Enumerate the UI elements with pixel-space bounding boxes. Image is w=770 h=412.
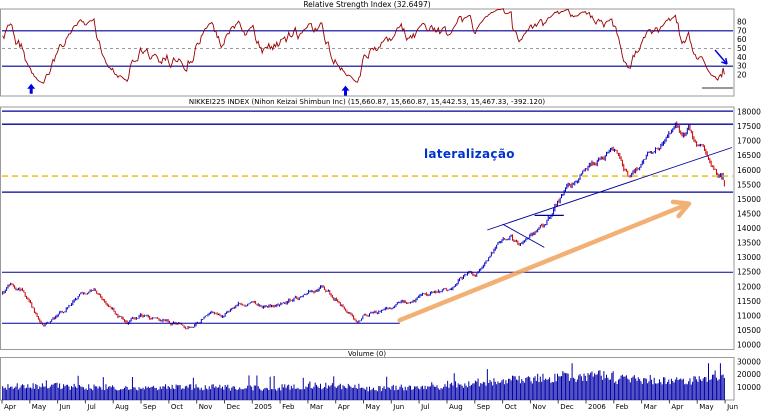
rsi-axis-tick: 60 bbox=[737, 35, 747, 44]
buy-signal-arrow[interactable] bbox=[27, 83, 36, 94]
price-panel-title: NIKKEI225 INDEX (Nihon Keizai Shimbun In… bbox=[188, 98, 546, 106]
volume-axis-tick: 20000 bbox=[737, 370, 761, 379]
month-label: Mar bbox=[310, 403, 323, 411]
month-label: Sep bbox=[477, 403, 491, 411]
lateralizacao-annotation[interactable]: lateralização bbox=[424, 147, 515, 161]
month-label: Dec bbox=[560, 403, 574, 411]
month-label: Nov bbox=[199, 403, 213, 411]
rsi-level-lines bbox=[2, 30, 733, 67]
volume-panel-title: Volume (0) bbox=[347, 350, 387, 358]
month-label: Nov bbox=[532, 403, 546, 411]
rsi-plot-area[interactable] bbox=[2, 10, 732, 95]
month-label: Mar bbox=[644, 403, 657, 411]
month-label: May bbox=[366, 403, 380, 411]
rsi-axis-tick: 50 bbox=[737, 44, 747, 53]
price-drawn-lines bbox=[2, 110, 733, 324]
volume-axis-tick: 10000 bbox=[737, 383, 761, 392]
price-axis-tick: 17500 bbox=[737, 122, 761, 131]
price-axis-tick: 18000 bbox=[737, 108, 761, 117]
rsi-end-arrow-head[interactable] bbox=[721, 61, 728, 65]
month-label: Oct bbox=[171, 403, 183, 411]
price-axis-tick: 15500 bbox=[737, 180, 761, 189]
month-label: Feb bbox=[616, 403, 629, 411]
rsi-axis-tick: 20 bbox=[737, 71, 747, 80]
month-label: May bbox=[32, 403, 46, 411]
month-label: May bbox=[699, 403, 713, 411]
month-label: Dec bbox=[227, 403, 241, 411]
price-axis-tick: 16500 bbox=[737, 151, 761, 160]
month-label: Apr bbox=[4, 403, 16, 411]
price-axis-tick: 16000 bbox=[737, 166, 761, 175]
price-axis-tick: 13500 bbox=[737, 239, 761, 248]
rsi-end-arrow-shaft[interactable] bbox=[714, 49, 728, 65]
price-axis-tick: 11500 bbox=[737, 297, 761, 306]
month-label: Jun bbox=[59, 403, 71, 411]
month-label: Aug bbox=[449, 403, 463, 411]
rsi-panel-border bbox=[0, 8, 735, 97]
orange-arrow-shaft[interactable] bbox=[397, 201, 692, 323]
rsi-panel-title: Relative Strength Index (32.6497) bbox=[303, 0, 431, 9]
month-label: Sep bbox=[143, 403, 157, 411]
rsi-end-arrow[interactable] bbox=[714, 49, 728, 65]
volume-axis-labels: 30000 20000 10000 bbox=[737, 358, 761, 392]
price-axis-tick: 10000 bbox=[737, 341, 761, 350]
orange-trend-arrow[interactable] bbox=[397, 199, 692, 323]
month-label: 2006 bbox=[588, 403, 606, 411]
price-axis-tick: 11000 bbox=[737, 311, 761, 320]
rsi-indicator-line bbox=[2, 8, 725, 84]
rsi-curve bbox=[2, 8, 725, 84]
price-axis-tick: 12500 bbox=[737, 268, 761, 277]
rsi-axis-tick: 30 bbox=[737, 62, 747, 71]
month-label: Apr bbox=[338, 403, 350, 411]
chart-annotations bbox=[27, 49, 733, 323]
month-label: Feb bbox=[282, 403, 295, 411]
month-label: Jul bbox=[420, 403, 430, 411]
price-axis-tick: 14000 bbox=[737, 224, 761, 233]
uptrend-support-line[interactable] bbox=[487, 147, 733, 231]
price-axis-tick: 15000 bbox=[737, 195, 761, 204]
month-label: Apr bbox=[671, 403, 683, 411]
price-axis-tick: 13000 bbox=[737, 253, 761, 262]
pullback-resistance-line[interactable] bbox=[502, 223, 545, 248]
rsi-end-arrow-head[interactable] bbox=[725, 57, 728, 65]
month-label: Jul bbox=[86, 403, 96, 411]
month-label: Aug bbox=[115, 403, 129, 411]
buy-signal-arrow[interactable] bbox=[341, 85, 350, 96]
volume-axis-tick: 30000 bbox=[737, 358, 761, 367]
price-axis-tick: 17000 bbox=[737, 137, 761, 146]
month-label: 2005 bbox=[254, 403, 272, 411]
rsi-axis-tick: 40 bbox=[737, 53, 747, 62]
month-label: Jun bbox=[392, 403, 404, 411]
price-axis-tick: 12000 bbox=[737, 282, 761, 291]
volume-bars bbox=[2, 363, 725, 400]
volume-bars-path bbox=[2, 363, 725, 400]
rsi-axis-tick: 80 bbox=[737, 18, 747, 27]
price-axis-tick: 10500 bbox=[737, 326, 761, 335]
orange-arrow-head[interactable] bbox=[676, 201, 692, 219]
price-axis-labels: 18000 17500 17000 16500 16000 15500 15000 14500… bbox=[737, 108, 761, 350]
price-panel-border bbox=[0, 106, 735, 350]
rsi-axis-tick: 70 bbox=[737, 26, 747, 35]
price-axis-tick: 14500 bbox=[737, 209, 761, 218]
month-label: Oct bbox=[505, 403, 517, 411]
time-axis: Apr May Jun Jul Aug Sep Oct Nov Dec 2005 Feb Mar Apr… bbox=[1, 400, 738, 411]
month-label: Jun bbox=[726, 403, 738, 411]
